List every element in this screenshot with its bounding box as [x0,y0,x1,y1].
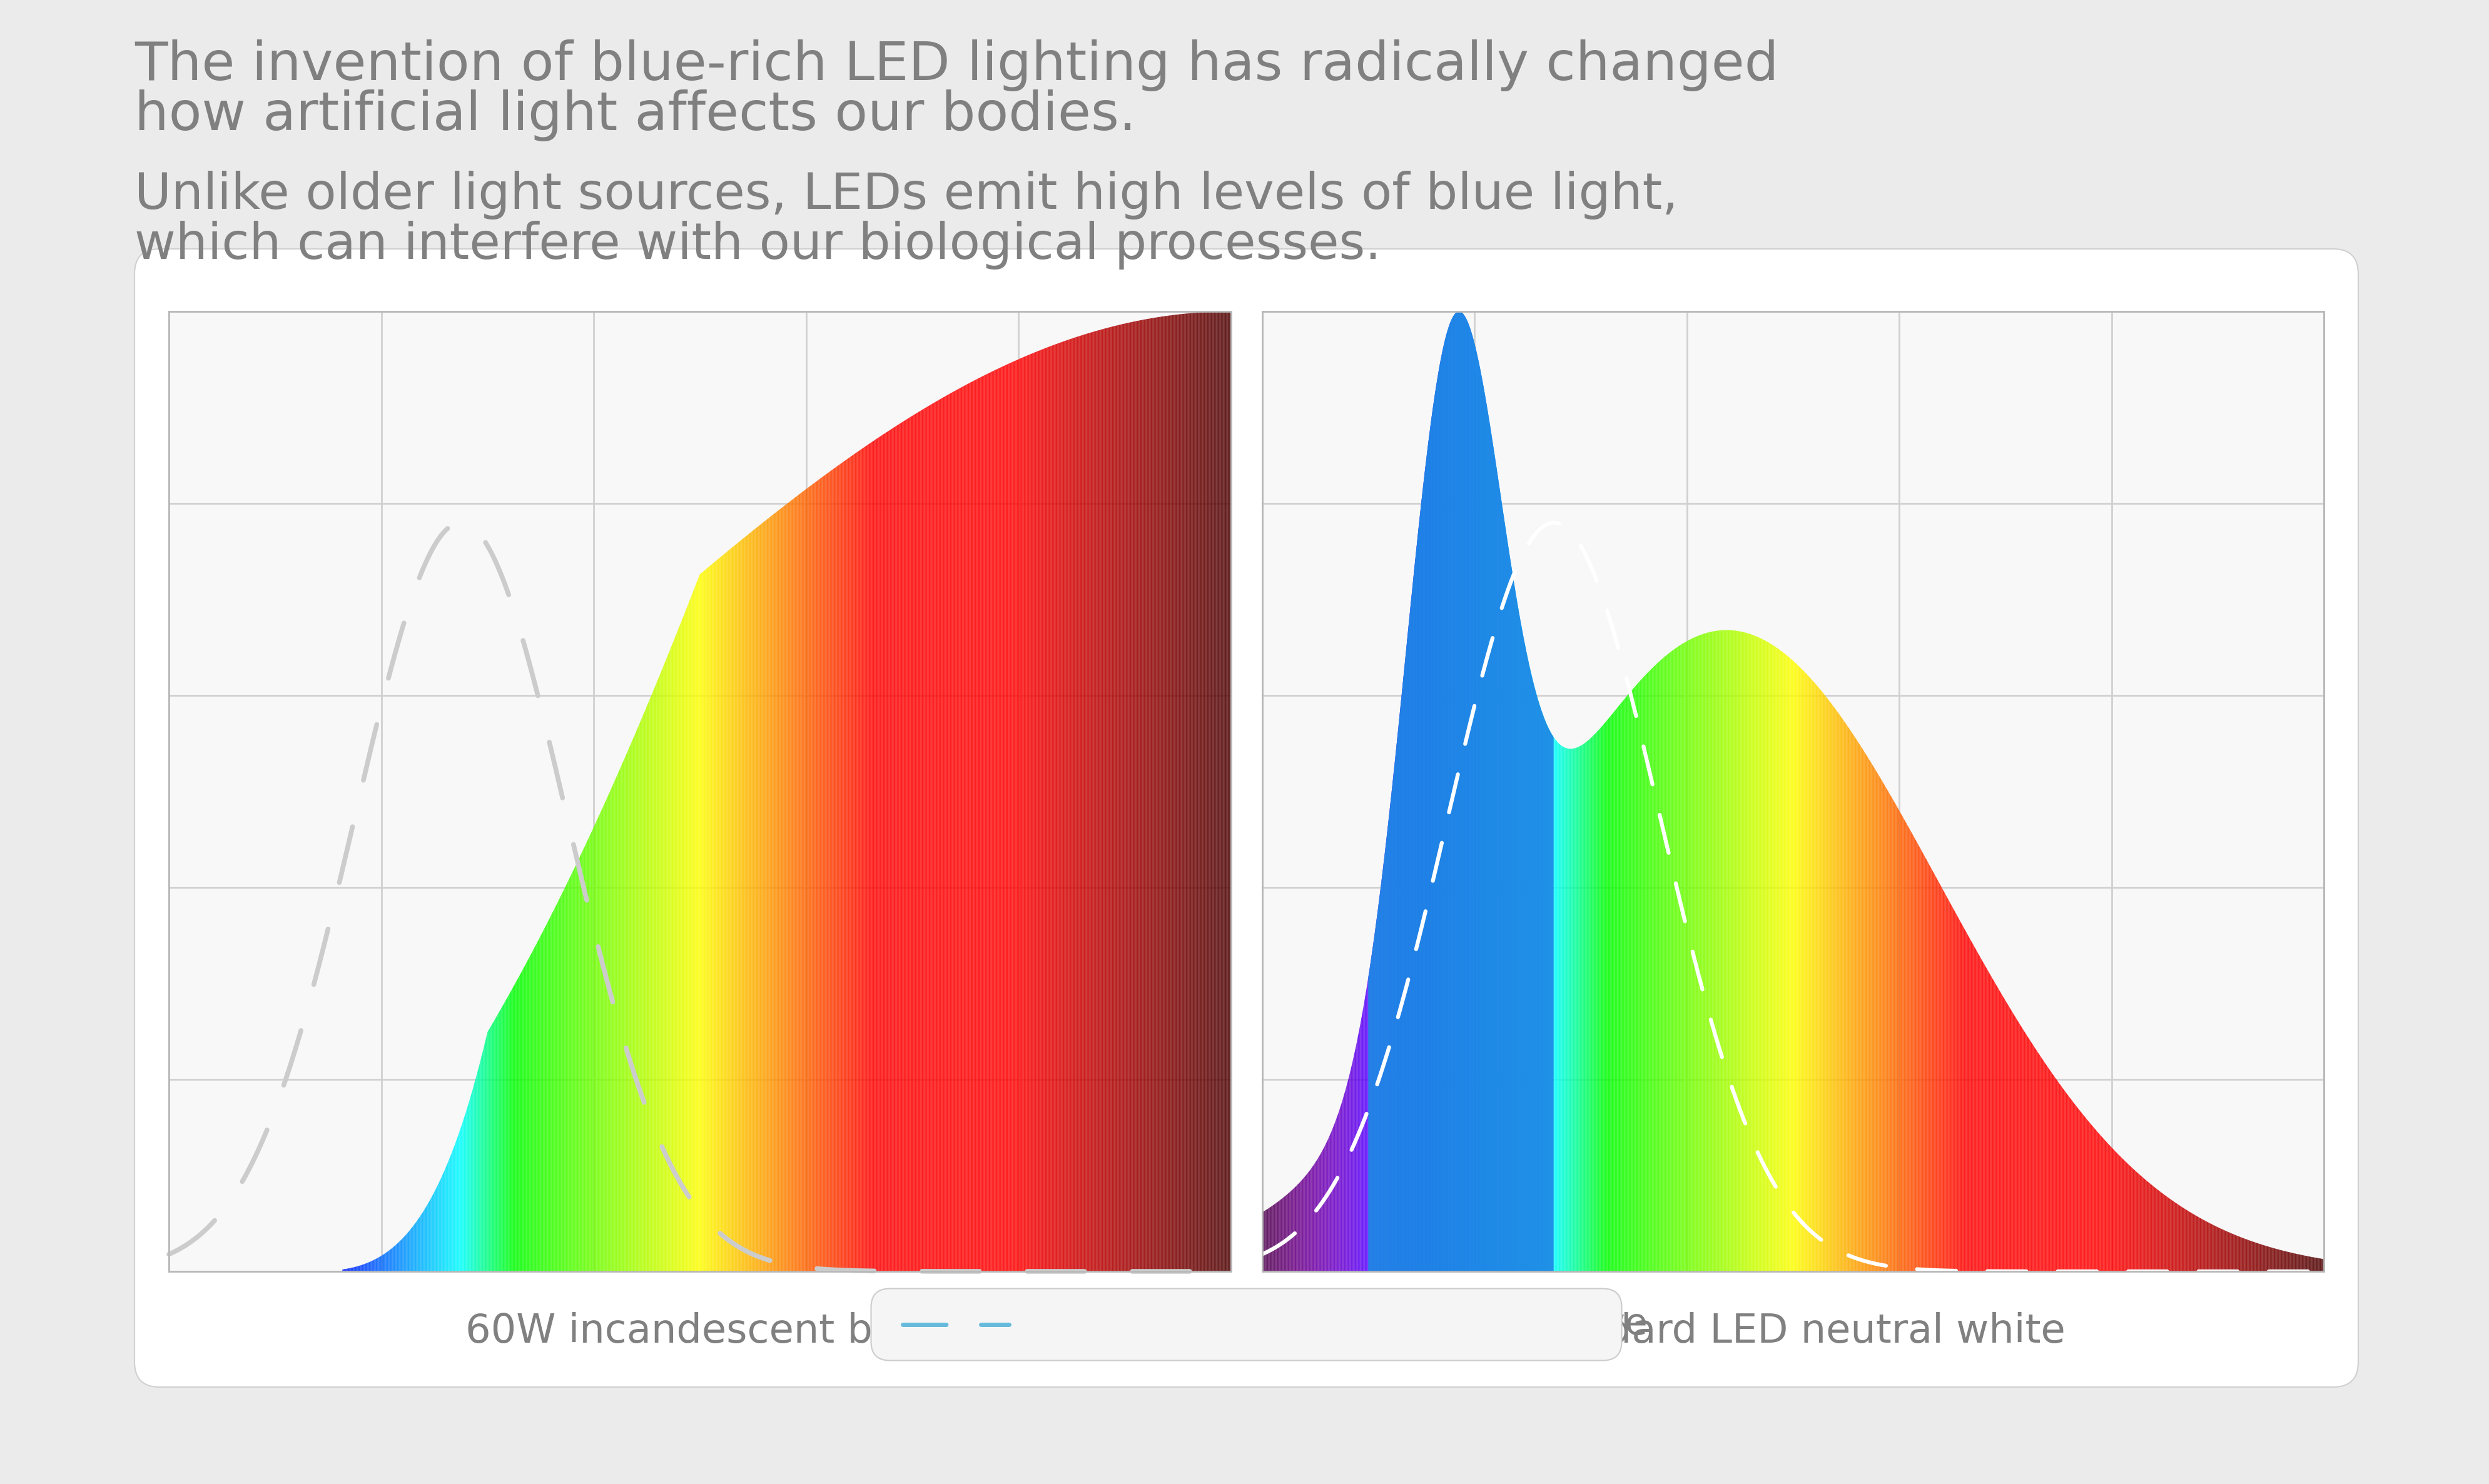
FancyBboxPatch shape [134,249,2357,1388]
Polygon shape [1369,312,1553,1272]
Text: Human circadian sensitivity curve: Human circadian sensitivity curve [1028,1307,1648,1343]
Polygon shape [1262,312,2322,1272]
Text: The invention of blue-rich LED lighting has radically changed: The invention of blue-rich LED lighting … [134,40,1777,92]
Text: 60W incandescent bulb: 60W incandescent bulb [465,1312,933,1350]
FancyBboxPatch shape [871,1288,1620,1361]
Text: which can interfere with our biological processes.: which can interfere with our biological … [134,221,1381,270]
Text: how artificial light affects our bodies.: how artificial light affects our bodies. [134,89,1135,141]
Text: Unlike older light sources, LEDs emit high levels of blue light,: Unlike older light sources, LEDs emit hi… [134,171,1678,220]
Text: standard LED neutral white: standard LED neutral white [1521,1312,2066,1350]
Polygon shape [169,312,1230,1272]
